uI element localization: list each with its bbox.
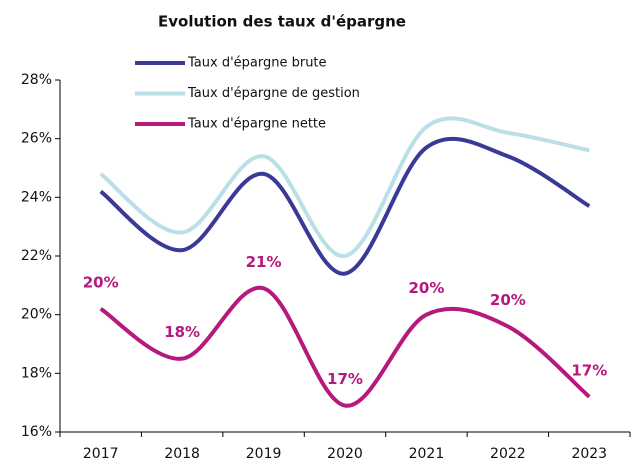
x-tick-label: 2022 [490,446,526,462]
y-tick-label: 16% [21,424,52,440]
data-label: 21% [246,253,282,271]
x-tick-label: 2023 [571,446,607,462]
x-tick-label: 2018 [164,446,200,462]
x-tick-label: 2017 [83,446,119,462]
chart-title: Evolution des taux d'épargne [158,13,406,31]
legend-label: Taux d'épargne nette [187,117,326,132]
y-tick-label: 22% [21,248,52,264]
data-label: 17% [327,370,363,388]
y-tick-label: 18% [21,365,52,381]
y-tick-label: 26% [21,131,52,147]
data-label: 20% [490,291,526,309]
data-label: 20% [83,273,119,291]
legend-label: Taux d'épargne de gestion [187,86,360,101]
line-series [99,285,591,408]
legend-label: Taux d'épargne brute [187,56,327,71]
x-tick-label: 2019 [246,446,282,462]
x-tick-label: 2021 [409,446,445,462]
line-series [99,116,590,259]
y-tick-label: 20% [21,307,52,323]
data-label: 17% [571,361,607,379]
y-tick-label: 28% [21,72,52,88]
data-label: 18% [164,323,200,341]
data-label: 20% [408,279,444,297]
y-tick-label: 24% [21,189,52,205]
line-series [99,136,591,276]
x-tick-label: 2020 [327,446,363,462]
